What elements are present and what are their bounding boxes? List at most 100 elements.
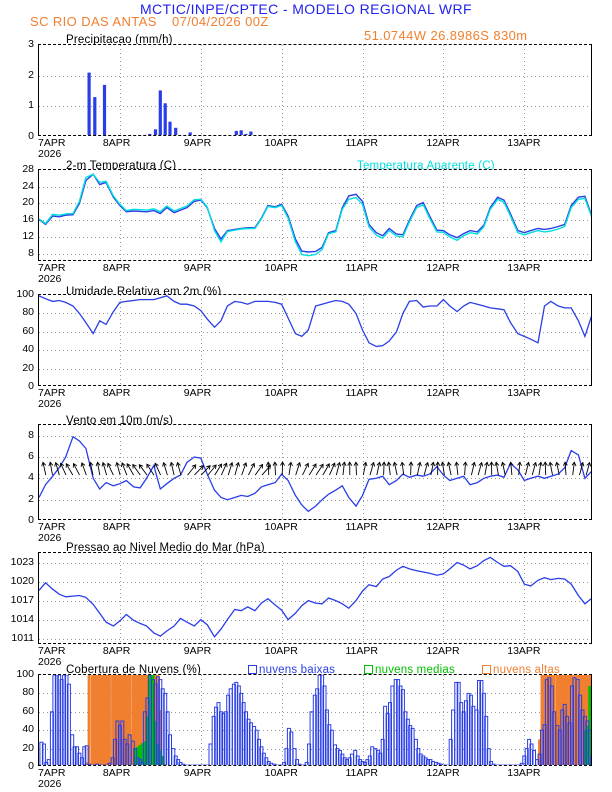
cloud-bar-nuvens-baixas <box>120 720 125 765</box>
cloud-bar-nuvens-baixas <box>191 764 196 765</box>
wind-barb <box>220 463 228 476</box>
cloud-bar-nuvens-baixas <box>79 757 84 765</box>
wind-barb-head <box>154 462 159 468</box>
cloud-bar-nuvens-altas <box>128 675 132 765</box>
cloud-bar-nuvens-baixas <box>565 715 570 765</box>
cloud-bar-nuvens-baixas <box>72 746 77 765</box>
panel-title-precipitacao: Precipitacao (mm/h) <box>66 34 173 46</box>
wind-barb-head <box>175 461 181 467</box>
cloud-bar-nuvens-baixas <box>403 711 408 765</box>
cloud-bar-nuvens-baixas <box>82 746 87 765</box>
data-line <box>39 173 591 257</box>
wind-barb-head <box>532 461 538 467</box>
cloud-bar-nuvens-baixas <box>107 762 112 765</box>
x-tick-label: 11APR <box>345 645 379 657</box>
gridline-vertical <box>201 45 202 135</box>
wind-barb-head <box>120 462 126 468</box>
cloud-bar-nuvens-baixas <box>329 729 334 765</box>
cloud-bar-nuvens-baixas <box>337 749 342 765</box>
wind-barb-head <box>542 461 548 466</box>
wind-barb <box>138 464 148 476</box>
cloud-bar-nuvens-baixas <box>494 764 499 765</box>
cloud-bar-nuvens-baixas <box>140 761 145 765</box>
wind-barb <box>383 462 385 476</box>
wind-barb-head <box>376 461 382 467</box>
cloud-bar-nuvens-baixas <box>587 729 591 765</box>
x-tick-label: 7APR <box>38 387 66 399</box>
cloud-bar-nuvens-medias <box>141 743 144 765</box>
series-layer-temperatura <box>39 173 591 257</box>
wind-barb <box>430 462 434 476</box>
cloud-bar-nuvens-baixas <box>90 764 95 765</box>
wind-barb-head <box>586 461 591 467</box>
gridline-vertical <box>120 45 121 135</box>
cloud-bar-nuvens-baixas <box>527 738 532 765</box>
x-tick-label: 10APR <box>264 137 298 149</box>
cloud-bar-nuvens-baixas <box>44 761 49 765</box>
y-tick-label: 1017 <box>10 593 34 606</box>
cloud-bar-nuvens-altas <box>545 675 549 765</box>
cloud-bar-nuvens-altas <box>572 675 576 765</box>
series-layer-vento <box>39 435 591 513</box>
cloud-bar-nuvens-altas <box>154 675 157 765</box>
cloud-bar-nuvens-baixas <box>130 740 135 765</box>
gridline-horizontal <box>39 220 591 221</box>
cloud-bar-nuvens-baixas <box>367 755 372 765</box>
x-tick-label: 11APR <box>345 521 379 533</box>
cloud-bar-nuvens-baixas <box>454 681 459 765</box>
wind-barb-head <box>191 464 197 469</box>
cloud-bar-nuvens-altas <box>143 675 147 765</box>
x-tick-label: 7APR <box>38 767 66 779</box>
wind-barb <box>342 462 345 476</box>
cloud-bar-nuvens-baixas <box>375 749 380 765</box>
x-tick-label: 10APR <box>264 521 298 533</box>
x-tick-label: 9APR <box>183 645 212 657</box>
cloud-bar-nuvens-medias <box>583 730 587 765</box>
cloud-bar-nuvens-medias <box>133 748 137 765</box>
wind-barb-head <box>146 463 151 469</box>
wind-barb <box>518 462 521 476</box>
cloud-bar-nuvens-baixas <box>355 755 360 765</box>
x-tick-label: 12APR <box>426 521 460 533</box>
cloud-bar-nuvens-baixas <box>75 746 79 765</box>
cloud-bar-nuvens-baixas <box>370 746 375 765</box>
cloud-bar-nuvens-baixas <box>284 748 289 765</box>
y-tick-label: 1014 <box>10 612 34 625</box>
wind-barb <box>73 463 80 476</box>
wind-barb <box>274 462 276 476</box>
wind-barb-head <box>242 462 248 467</box>
cloud-bar-nuvens-medias <box>590 686 591 765</box>
cloud-bar-nuvens-altas <box>156 675 160 765</box>
y-tick-label: 8 <box>28 428 34 441</box>
y-tick-label: 4 <box>28 471 34 484</box>
cloud-bar-nuvens-altas <box>570 675 574 765</box>
x-tick-label: 10APR <box>264 767 298 779</box>
wind-barb <box>369 462 375 476</box>
x-tick-label: 9APR <box>183 262 212 274</box>
y-tick-label: 20 <box>22 361 34 374</box>
precipitation-bar <box>239 130 243 135</box>
cloud-bar-nuvens-baixas <box>299 764 304 765</box>
cloud-bar-nuvens-baixas <box>506 764 511 765</box>
legend-swatch-icon <box>248 665 257 675</box>
wind-barb <box>441 462 445 476</box>
wind-barb <box>564 462 567 476</box>
cloud-bar-nuvens-baixas <box>519 762 524 765</box>
gridline-vertical <box>363 675 364 765</box>
cloud-bar-nuvens-baixas <box>181 763 185 765</box>
wind-barb-head <box>132 463 137 469</box>
wind-barb <box>579 462 584 476</box>
panel-title-pressao: Pressao ao Nivel Medio do Mar (hPa) <box>66 542 265 554</box>
cloud-bar-nuvens-baixas <box>549 685 554 765</box>
cloud-bar-nuvens-altas <box>578 675 582 765</box>
wind-barb <box>308 463 317 476</box>
y-tick-label: 0 <box>28 514 34 526</box>
plot-area-precipitacao <box>38 44 592 136</box>
cloud-bar-nuvens-baixas <box>423 757 428 765</box>
wind-barb <box>187 464 197 476</box>
cloud-bar-nuvens-medias <box>145 716 149 765</box>
cloud-bar-nuvens-altas <box>552 675 556 765</box>
cloud-bar-nuvens-baixas <box>504 764 509 765</box>
wind-barb <box>495 462 499 476</box>
wind-barb <box>544 462 547 476</box>
